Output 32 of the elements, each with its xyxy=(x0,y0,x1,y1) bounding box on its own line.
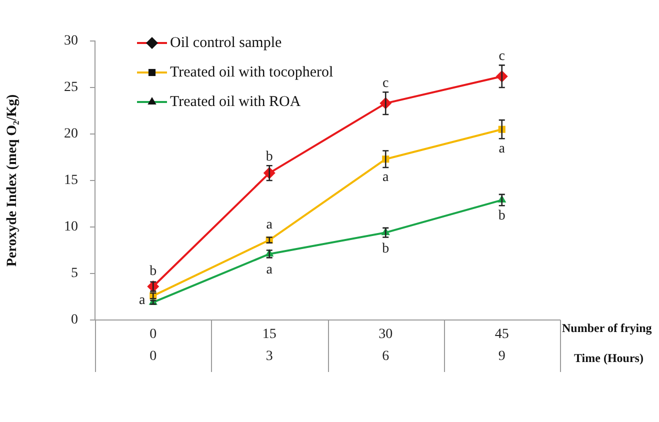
data-label: b xyxy=(498,208,506,224)
legend-label: Treated oil with tocopherol xyxy=(170,64,334,80)
y-axis-title: Peroxyde Index (meq O₂/Kg) xyxy=(5,94,20,267)
data-label: c xyxy=(498,48,505,64)
data-label: a xyxy=(139,293,146,308)
x2-axis-title: Time (Hours) xyxy=(574,351,644,366)
data-label: b xyxy=(266,149,273,164)
data-label: a xyxy=(382,170,390,186)
legend-label: Oil control sample xyxy=(170,34,282,51)
data-label: c xyxy=(382,76,389,91)
x-tick-label: 0 xyxy=(150,327,157,342)
x-tick-label: 45 xyxy=(494,327,509,342)
y-tick-label: 5 xyxy=(71,266,78,282)
y-tick-label: 25 xyxy=(64,80,78,96)
y-tick-label: 30 xyxy=(64,34,78,49)
data-label: b xyxy=(382,241,390,256)
x-tick-label: 15 xyxy=(262,327,276,342)
y-tick-label: 15 xyxy=(64,173,78,188)
x2-tick-label: 0 xyxy=(150,349,157,364)
data-label: b xyxy=(150,264,157,280)
data-label: a xyxy=(266,218,274,233)
data-label: a xyxy=(498,141,506,156)
y-tick-label: 20 xyxy=(64,126,78,142)
x-axis-title: Number of frying xyxy=(562,321,652,336)
x2-tick-label: 6 xyxy=(382,349,390,364)
y-tick-label: 0 xyxy=(71,312,78,328)
x2-tick-label: 9 xyxy=(498,349,506,364)
data-label: a xyxy=(266,262,274,278)
legend-label: Treated oil with ROA xyxy=(170,94,301,110)
x2-tick-label: 3 xyxy=(266,349,273,364)
x-tick-label: 30 xyxy=(378,327,393,342)
y-tick-label: 10 xyxy=(64,220,78,235)
